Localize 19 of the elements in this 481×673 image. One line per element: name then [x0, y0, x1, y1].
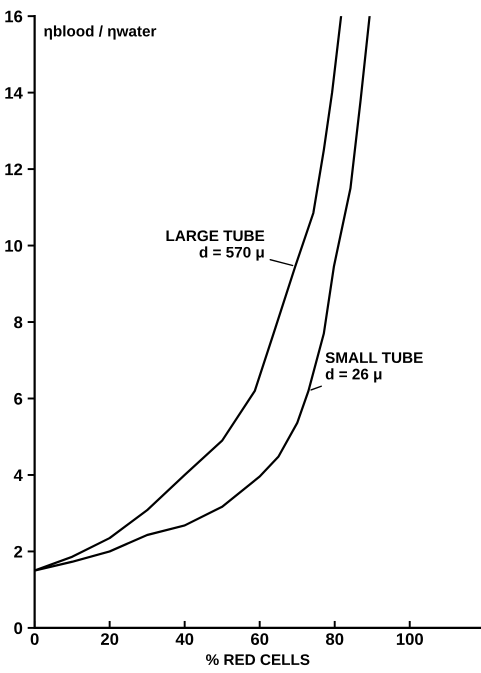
y-tick-label: 12 — [5, 163, 22, 176]
x-tick-label: 100 — [396, 633, 423, 646]
y-tick-label: 4 — [14, 470, 23, 482]
y-tick-label: 0 — [14, 622, 22, 634]
y-tick-label: 6 — [14, 392, 22, 405]
x-tick-label: 80 — [326, 633, 344, 646]
x-tick-label: 40 — [176, 633, 194, 646]
annotation: LARGE TUBE d = 570 μ — [166, 230, 264, 261]
y-tick-label: 16 — [5, 10, 22, 22]
y-tick-label: 2 — [14, 546, 22, 558]
x-tick-label: 0 — [30, 633, 39, 646]
y-tick-label: 14 — [5, 87, 23, 99]
x-axis-title: % RED CELLS — [206, 654, 310, 666]
y-tick-label: 10 — [5, 240, 22, 252]
annotation: SMALL TUBE d = 26 μ — [326, 352, 423, 382]
x-tick-label: 60 — [251, 633, 268, 646]
y-axis-title: ηblood / ηwater — [44, 25, 156, 40]
x-tick-label: 20 — [100, 633, 118, 646]
y-tick-label: 8 — [14, 316, 22, 328]
